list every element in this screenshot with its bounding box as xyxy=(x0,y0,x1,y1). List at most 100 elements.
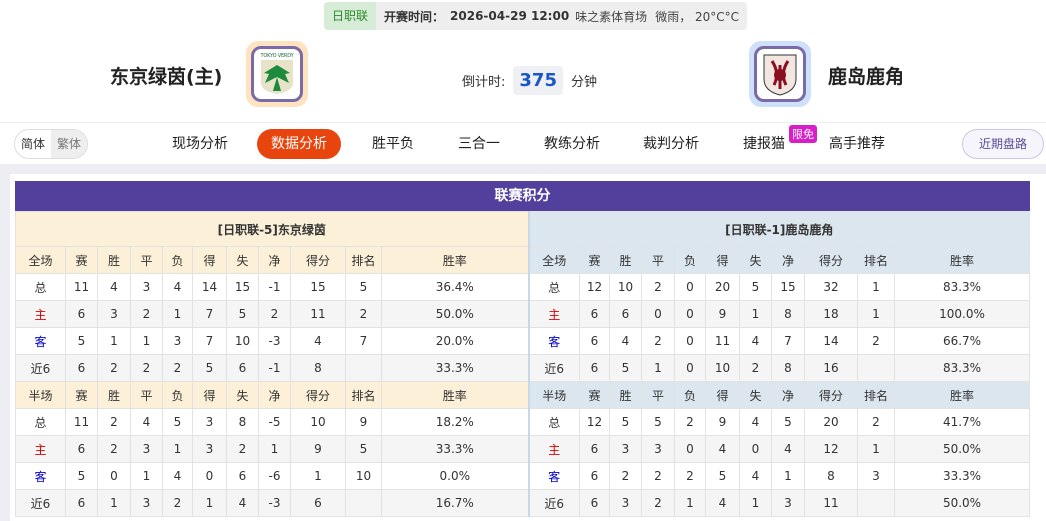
home-cell: 0.0% xyxy=(381,462,529,490)
home-cell: 11 xyxy=(290,300,346,328)
away-cell: 6 xyxy=(579,489,610,517)
tab-win-draw-loss[interactable]: 胜平负 xyxy=(372,136,414,152)
home-cell: 4 xyxy=(290,327,346,355)
away-cell: 8 xyxy=(804,462,858,490)
away-cell: 1 xyxy=(857,300,895,328)
language-toggle[interactable]: 简体 繁体 xyxy=(14,129,89,159)
away-cell: 50.0% xyxy=(894,435,1030,463)
home-cell: 2 xyxy=(97,435,131,463)
home-cell: 11 xyxy=(65,273,98,301)
column-header: 胜率 xyxy=(894,381,1030,409)
home-cell: -6 xyxy=(258,462,291,490)
away-team-name[interactable]: 鹿岛鹿角 xyxy=(828,66,905,88)
away-cell: 4 xyxy=(705,435,740,463)
away-cell: 6 xyxy=(609,300,642,328)
home-cell: -5 xyxy=(258,408,291,436)
away-cell: 32 xyxy=(804,273,858,301)
home-cell: 9 xyxy=(290,435,346,463)
away-cell: 1 xyxy=(857,273,895,301)
home-cell: 3 xyxy=(192,435,227,463)
free-badge: 限免 xyxy=(789,125,817,143)
away-cell: 2 xyxy=(641,489,675,517)
tab-coach-analysis[interactable]: 教练分析 xyxy=(544,136,600,152)
column-header: 得分 xyxy=(804,246,858,274)
home-cell: 1 xyxy=(162,435,193,463)
home-cell xyxy=(345,489,382,517)
column-header: 负 xyxy=(674,381,706,409)
away-cell: 2 xyxy=(857,408,895,436)
column-header: 得分 xyxy=(290,246,346,274)
row-label: 近6 xyxy=(15,354,66,382)
home-team-name[interactable]: 东京绿茵(主) xyxy=(110,66,223,88)
home-cell: 4 xyxy=(226,489,259,517)
away-cell xyxy=(857,489,895,517)
lang-traditional[interactable]: 繁体 xyxy=(51,130,88,158)
home-cell: 2 xyxy=(130,300,163,328)
away-cell: 3 xyxy=(857,462,895,490)
away-cell: 83.3% xyxy=(894,354,1030,382)
home-cell: 4 xyxy=(97,273,131,301)
home-cell: 5 xyxy=(162,408,193,436)
home-cell: 7 xyxy=(192,327,227,355)
divider xyxy=(0,164,1046,174)
home-cell: 50.0% xyxy=(381,300,529,328)
table-row: 客 5 1 1 3 7 10 -3 4 7 20.0% 客 6 4 2 0 11 4 7 14 2 66.7% xyxy=(15,327,1030,355)
away-cell: 9 xyxy=(705,408,740,436)
home-cell: 3 xyxy=(162,327,193,355)
home-cell: 7 xyxy=(192,300,227,328)
column-header: 胜率 xyxy=(894,246,1030,274)
away-cell: 2 xyxy=(641,273,675,301)
home-cell: 6 xyxy=(290,489,346,517)
away-cell: 4 xyxy=(771,435,805,463)
countdown-label: 倒计时: xyxy=(462,75,506,90)
home-cell: 5 xyxy=(65,327,98,355)
countdown: 倒计时: 375 分钟 xyxy=(462,66,597,95)
away-cell: 5 xyxy=(739,273,772,301)
recent-odds-button[interactable]: 近期盘路 xyxy=(962,129,1044,159)
column-header: 平 xyxy=(641,246,675,274)
table-row: 近6 6 1 3 2 1 4 -3 6 16.7% 近6 6 3 2 1 4 1 3 11 50.0% xyxy=(15,489,1030,517)
away-cell: 15 xyxy=(771,273,805,301)
away-team-logo[interactable] xyxy=(749,41,811,107)
home-cell: 2 xyxy=(130,354,163,382)
row-label: 近6 xyxy=(15,489,66,517)
home-team-logo[interactable]: TOKYO VERDY xyxy=(246,41,308,107)
tab-data-analysis[interactable]: 数据分析 xyxy=(257,129,341,159)
venue: 味之素体育场 xyxy=(575,9,648,24)
column-header: 胜 xyxy=(97,381,131,409)
away-cell: 2 xyxy=(609,462,642,490)
away-cell: 6 xyxy=(579,300,610,328)
tab-expert-picks[interactable]: 高手推荐 xyxy=(829,136,885,152)
home-cell: 4 xyxy=(130,408,163,436)
away-cell: 2 xyxy=(674,462,706,490)
lang-simplified[interactable]: 简体 xyxy=(21,137,46,151)
home-cell: 2 xyxy=(258,300,291,328)
home-cell: 15 xyxy=(290,273,346,301)
away-cell: 33.3% xyxy=(894,462,1030,490)
home-cell: 1 xyxy=(97,327,131,355)
league-label[interactable]: 日职联 xyxy=(324,2,377,30)
team-header-row: [日职联-5]东京绿茵 [日职联-1]鹿岛鹿角 xyxy=(15,211,1030,247)
home-cell: 3 xyxy=(130,435,163,463)
away-cell: 16 xyxy=(804,354,858,382)
column-header: 胜 xyxy=(97,246,131,274)
match-info-bar: 日职联 开赛时间： 2026-04-29 12:00 味之素体育场 微雨， 20… xyxy=(324,2,748,30)
column-header: 得 xyxy=(192,381,227,409)
kickoff-label: 开赛时间： xyxy=(384,9,445,24)
home-cell: 4 xyxy=(162,273,193,301)
home-standings-header: [日职联-5]东京绿茵 xyxy=(15,211,529,247)
row-label: 客 xyxy=(15,327,66,355)
home-cell: 3 xyxy=(130,489,163,517)
away-standings-header: [日职联-1]鹿岛鹿角 xyxy=(527,211,1030,247)
row-label: 主 xyxy=(15,435,66,463)
tab-three-in-one[interactable]: 三合一 xyxy=(458,136,500,152)
home-cell: 6 xyxy=(226,462,259,490)
tab-referee-analysis[interactable]: 裁判分析 xyxy=(643,136,699,152)
tab-live-analysis[interactable]: 现场分析 xyxy=(172,136,228,152)
home-cell: 2 xyxy=(97,408,131,436)
row-label: 主 xyxy=(527,435,580,463)
row-label: 客 xyxy=(527,327,580,355)
away-cell: 1 xyxy=(771,462,805,490)
tab-jiebaomao[interactable]: 捷报猫 xyxy=(743,136,785,152)
away-cell: 2 xyxy=(641,327,675,355)
